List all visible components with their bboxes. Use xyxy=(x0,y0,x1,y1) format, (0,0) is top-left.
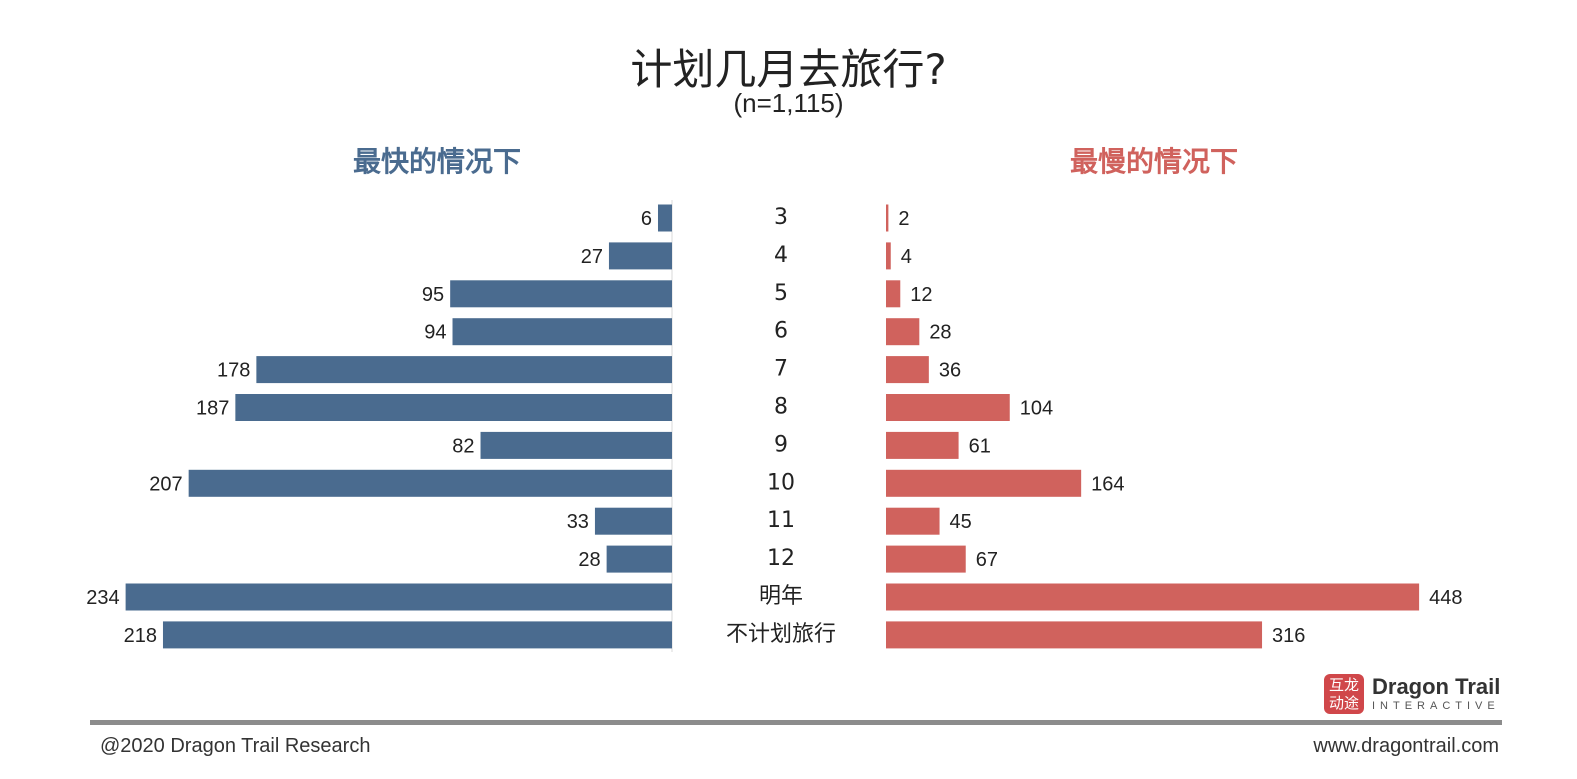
left-bar xyxy=(657,204,672,232)
left-value-label: 28 xyxy=(578,549,600,571)
left-bar xyxy=(608,242,672,270)
right-bar xyxy=(886,621,1263,649)
left-value-label: 207 xyxy=(149,473,182,495)
right-bar xyxy=(886,469,1082,497)
left-value-label: 6 xyxy=(641,208,652,230)
left-value-label: 218 xyxy=(124,625,157,647)
left-value-label: 94 xyxy=(424,322,446,344)
left-bar xyxy=(162,621,672,649)
left-bar xyxy=(235,394,673,421)
chart-title: 计划几月去旅行? xyxy=(630,45,947,94)
right-value-label: 45 xyxy=(950,511,972,533)
right-bar xyxy=(886,431,959,459)
left-value-label: 33 xyxy=(567,511,589,533)
right-value-label: 316 xyxy=(1272,625,1305,647)
left-bar xyxy=(594,507,672,535)
right-value-label: 448 xyxy=(1429,587,1462,609)
left-bar xyxy=(606,545,672,573)
dragon-trail-logo: 互龙 动途 Dragon Trail INTERACTIVE xyxy=(1324,674,1500,714)
chart-subtitle: (n=1,115) xyxy=(733,88,844,118)
left-value-label: 178 xyxy=(217,360,250,382)
footer-divider xyxy=(90,720,1502,725)
left-bar xyxy=(480,431,672,459)
left-bar xyxy=(188,469,672,497)
right-value-label: 12 xyxy=(910,284,932,306)
right-bar xyxy=(886,507,940,535)
footer-copyright: @2020 Dragon Trail Research xyxy=(100,735,371,757)
right-bar xyxy=(886,583,1420,611)
right-value-label: 61 xyxy=(969,435,991,457)
right-value-label: 36 xyxy=(939,360,961,382)
right-bar xyxy=(886,242,891,270)
right-bar xyxy=(886,204,889,232)
category-label: 明年 xyxy=(759,584,803,609)
right-value-label: 2 xyxy=(898,208,909,230)
right-bar xyxy=(886,545,966,573)
right-series-heading: 最慢的情况下 xyxy=(1070,145,1239,178)
left-value-label: 187 xyxy=(196,398,229,420)
category-label: 11 xyxy=(767,508,795,533)
right-value-label: 104 xyxy=(1020,398,1053,420)
left-value-label: 82 xyxy=(452,435,474,457)
left-value-label: 27 xyxy=(581,246,603,268)
category-label: 4 xyxy=(774,243,788,268)
left-value-label: 234 xyxy=(86,587,119,609)
category-label: 9 xyxy=(774,432,788,457)
right-bar xyxy=(886,356,929,384)
category-label: 7 xyxy=(774,357,788,382)
category-label: 不计划旅行 xyxy=(726,622,836,647)
category-label: 8 xyxy=(774,395,788,420)
left-bar xyxy=(256,356,672,384)
right-value-label: 28 xyxy=(929,322,951,344)
logo-name: Dragon Trail xyxy=(1372,674,1501,699)
right-value-label: 164 xyxy=(1091,473,1124,495)
left-bar xyxy=(125,583,673,611)
category-label: 6 xyxy=(774,319,788,344)
left-bar xyxy=(452,318,672,346)
right-bar xyxy=(886,318,920,346)
footer-website[interactable]: www.dragontrail.com xyxy=(1313,735,1499,757)
category-label: 5 xyxy=(774,281,788,306)
right-value-label: 67 xyxy=(976,549,998,571)
right-bar xyxy=(886,394,1010,421)
category-label: 12 xyxy=(767,546,795,571)
left-bar xyxy=(450,280,672,308)
category-label: 3 xyxy=(774,205,788,230)
logo-subtitle: INTERACTIVE xyxy=(1372,700,1500,712)
right-bar xyxy=(886,280,901,308)
right-value-label: 4 xyxy=(901,246,912,268)
butterfly-bar-chart: 6 2 3 27 4 4 95 12 5 94 28 6 178 36 7 187 104 8 82 61 9 207 16… xyxy=(86,200,1462,652)
logo-mark-icon: 互龙 动途 xyxy=(1324,674,1364,714)
left-series-heading: 最快的情况下 xyxy=(353,145,522,178)
left-value-label: 95 xyxy=(422,284,444,306)
category-label: 10 xyxy=(767,470,795,495)
